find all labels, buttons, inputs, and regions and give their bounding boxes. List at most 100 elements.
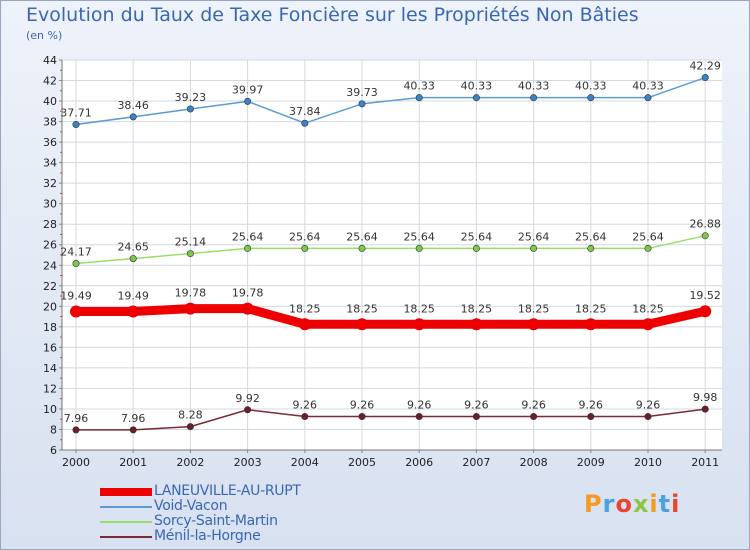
data-label-m-nil-la-horgne: 9.92 [235, 392, 260, 405]
data-point-laneuville-au-rupt [413, 318, 426, 331]
data-label-sorcy-saint-martin: 26.88 [689, 218, 721, 231]
data-point-m-nil-la-horgne [186, 423, 194, 431]
data-point-laneuville-au-rupt [298, 318, 311, 331]
data-label-m-nil-la-horgne: 8.28 [178, 409, 203, 422]
legend-label-sorcy-saint-martin: Sorcy-Saint-Martin [154, 513, 278, 529]
plot-area [62, 60, 722, 450]
data-point-m-nil-la-horgne [472, 413, 480, 421]
y-tick-label: 10 [43, 403, 57, 416]
data-point-sorcy-saint-martin [701, 232, 709, 240]
data-label-m-nil-la-horgne: 9.26 [350, 399, 375, 412]
data-label-sorcy-saint-martin: 25.14 [175, 236, 207, 249]
y-tick-label: 34 [43, 157, 57, 170]
data-point-sorcy-saint-martin [472, 244, 480, 252]
data-label-laneuville-au-rupt: 18.25 [461, 302, 493, 315]
data-label-sorcy-saint-martin: 25.64 [403, 230, 435, 243]
data-label-sorcy-saint-martin: 25.64 [232, 230, 264, 243]
x-tick-label: 2010 [634, 456, 662, 469]
x-tick-label: 2003 [234, 456, 262, 469]
data-label-sorcy-saint-martin: 24.65 [117, 241, 149, 254]
data-label-void-vacon: 40.33 [575, 80, 607, 93]
data-point-m-nil-la-horgne [530, 413, 538, 421]
data-point-m-nil-la-horgne [701, 405, 709, 413]
data-label-void-vacon: 39.73 [346, 86, 378, 99]
data-label-void-vacon: 40.33 [518, 80, 550, 93]
y-tick-label: 38 [43, 116, 57, 129]
x-tick-label: 2001 [119, 456, 147, 469]
data-point-sorcy-saint-martin [72, 260, 80, 268]
data-label-void-vacon: 40.33 [632, 80, 664, 93]
data-point-void-vacon [644, 94, 652, 102]
data-label-m-nil-la-horgne: 9.26 [407, 399, 432, 412]
data-point-m-nil-la-horgne [587, 413, 595, 421]
data-label-void-vacon: 39.23 [175, 91, 207, 104]
data-label-m-nil-la-horgne: 9.26 [293, 399, 318, 412]
series-line-sorcy-saint-martin [75, 234, 706, 265]
y-tick-label: 26 [43, 239, 57, 252]
data-point-sorcy-saint-martin [186, 250, 194, 258]
data-point-m-nil-la-horgne [72, 426, 80, 434]
logo-letter: P [584, 490, 603, 518]
data-label-laneuville-au-rupt: 19.49 [60, 290, 92, 303]
data-label-m-nil-la-horgne: 9.26 [636, 399, 661, 412]
data-point-m-nil-la-horgne [644, 413, 652, 421]
data-label-laneuville-au-rupt: 18.25 [403, 302, 435, 315]
data-point-void-vacon [472, 94, 480, 102]
y-tick-label: 44 [43, 54, 57, 67]
y-tick-label: 28 [43, 218, 57, 231]
y-tick-label: 24 [43, 259, 57, 272]
data-point-m-nil-la-horgne [415, 413, 423, 421]
data-label-sorcy-saint-martin: 25.64 [518, 230, 550, 243]
data-label-void-vacon: 37.84 [289, 105, 321, 118]
data-label-m-nil-la-horgne: 9.26 [464, 399, 489, 412]
data-point-void-vacon [587, 94, 595, 102]
data-label-m-nil-la-horgne: 7.96 [64, 412, 89, 425]
series-line-laneuville-au-rupt [71, 304, 710, 329]
data-label-laneuville-au-rupt: 18.25 [575, 302, 607, 315]
data-point-void-vacon [530, 94, 538, 102]
data-point-sorcy-saint-martin [244, 244, 252, 252]
logo-letter: i [671, 490, 681, 518]
logo-letter: i [649, 490, 659, 518]
y-tick-label: 6 [50, 444, 57, 457]
data-label-m-nil-la-horgne: 9.26 [579, 399, 604, 412]
y-tick-label: 16 [43, 341, 57, 354]
data-point-sorcy-saint-martin [587, 244, 595, 252]
data-point-sorcy-saint-martin [415, 244, 423, 252]
y-tick-label: 32 [43, 177, 57, 190]
series-line-m-nil-la-horgne [75, 408, 706, 431]
data-point-laneuville-au-rupt [527, 318, 540, 331]
data-label-m-nil-la-horgne: 7.96 [121, 412, 146, 425]
data-label-laneuville-au-rupt: 19.78 [175, 287, 207, 300]
y-tick-label: 20 [43, 300, 57, 313]
data-point-m-nil-la-horgne [358, 413, 366, 421]
data-point-laneuville-au-rupt [241, 302, 254, 315]
data-point-laneuville-au-rupt [642, 318, 654, 331]
y-tick-label: 36 [43, 136, 57, 149]
data-label-m-nil-la-horgne: 9.98 [693, 391, 718, 404]
data-point-sorcy-saint-martin [129, 255, 137, 263]
data-label-laneuville-au-rupt: 18.25 [518, 302, 550, 315]
y-tick-label: 14 [43, 362, 57, 375]
data-label-laneuville-au-rupt: 19.78 [232, 287, 264, 300]
x-tick-label: 2009 [577, 456, 605, 469]
data-label-laneuville-au-rupt: 18.25 [289, 302, 321, 315]
data-point-void-vacon [244, 97, 252, 105]
legend-swatch-void-vacon [100, 506, 152, 508]
legend-label-void-vacon: Void-Vacon [154, 498, 228, 514]
proxiti-logo: Proxiti [584, 490, 680, 518]
data-point-void-vacon [301, 119, 309, 127]
data-point-sorcy-saint-martin [530, 244, 538, 252]
data-label-sorcy-saint-martin: 24.17 [60, 246, 92, 259]
y-tick-label: 12 [43, 382, 57, 395]
data-label-sorcy-saint-martin: 25.64 [461, 230, 493, 243]
data-point-laneuville-au-rupt [70, 305, 82, 318]
legend-swatch-m-nil-la-horgne [100, 536, 152, 538]
data-label-laneuville-au-rupt: 18.25 [632, 302, 664, 315]
chart-subtitle: (en %) [26, 29, 63, 42]
data-label-sorcy-saint-martin: 25.64 [289, 230, 321, 243]
data-point-sorcy-saint-martin [358, 244, 366, 252]
data-label-void-vacon: 40.33 [403, 80, 435, 93]
legend-swatch-laneuville-au-rupt [100, 488, 152, 496]
